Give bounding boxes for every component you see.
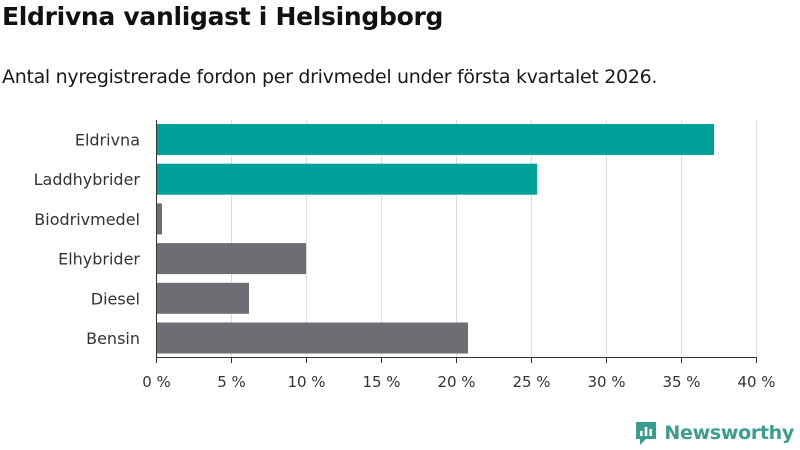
- bar-biodrivmedel: [156, 203, 162, 235]
- bar-diesel: [156, 282, 249, 314]
- x-tick-label: 25 %: [512, 373, 550, 391]
- bar-eldrivna: [156, 124, 714, 155]
- newsworthy-logo: Newsworthy: [634, 420, 794, 446]
- category-label: Biodrivmedel: [34, 210, 140, 229]
- category-label: Laddhybrider: [34, 170, 141, 189]
- grid: [231, 120, 757, 357]
- x-tick-label: 35 %: [662, 373, 700, 391]
- category-label: Eldrivna: [75, 131, 140, 150]
- chart-title: Eldrivna vanligast i Helsingborg: [2, 2, 444, 31]
- bar-elhybrider: [156, 243, 306, 275]
- x-axis: 0 % 5 % 10 % 15 % 20 % 25 % 30 % 35 % 40 %: [142, 120, 776, 391]
- x-tick-label: 20 %: [437, 373, 475, 391]
- bar-laddhybrider: [156, 163, 537, 195]
- x-tick-label: 10 %: [287, 373, 325, 391]
- x-tick-label: 40 %: [737, 373, 775, 391]
- x-tick-label: 0 %: [142, 373, 171, 391]
- category-label: Elhybrider: [58, 250, 140, 269]
- category-labels: Eldrivna Laddhybrider Biodrivmedel Elhybrid…: [34, 131, 141, 349]
- brand-name: Newsworthy: [664, 422, 794, 444]
- bars: [156, 124, 714, 354]
- chart-subtitle: Antal nyregistrerade fordon per drivmede…: [2, 66, 658, 88]
- category-label: Bensin: [86, 329, 140, 348]
- x-tick-label: 30 %: [587, 373, 625, 391]
- bar-bensin: [156, 322, 468, 354]
- category-label: Diesel: [91, 289, 140, 308]
- x-tick-label: 5 %: [217, 373, 246, 391]
- newsworthy-logo-icon: [636, 422, 657, 445]
- x-tick-label: 15 %: [362, 373, 400, 391]
